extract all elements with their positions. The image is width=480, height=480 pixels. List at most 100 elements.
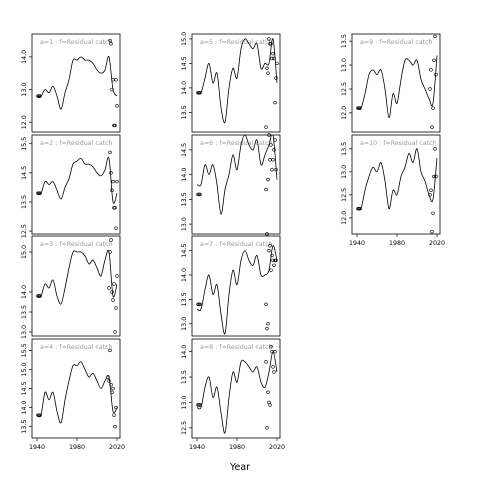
data-point (270, 167, 274, 172)
x-tick-label: 2020 (269, 444, 285, 451)
y-tick-label: 14.0 (181, 268, 188, 282)
data-point (109, 382, 113, 387)
y-tick-label: 15.5 (21, 343, 28, 357)
x-tick-label: 2020 (109, 444, 125, 451)
data-point (197, 403, 201, 407)
data-point (108, 250, 112, 254)
data-point (268, 244, 272, 248)
y-tick-label: 13.5 (181, 105, 188, 119)
data-point (274, 167, 278, 172)
panel-label: a=4 : f=Residual catch (40, 344, 113, 351)
y-tick-label: 14.0 (181, 81, 188, 95)
data-point (112, 413, 116, 417)
y-tick-label: 14.5 (21, 166, 28, 180)
x-tick-label: 1980 (69, 444, 85, 451)
y-tick-label: 13.5 (181, 292, 188, 306)
y-tick-label: 14.0 (21, 285, 28, 299)
panel-frame (351, 33, 441, 133)
series-line (196, 38, 278, 124)
data-point (267, 133, 271, 137)
y-tick-label: 13.5 (21, 195, 28, 209)
data-point (114, 78, 118, 82)
data-point (37, 191, 41, 195)
data-point (358, 106, 362, 110)
panel-9: a=9 : f=Residual catch 12.0 12.5 13.0 13.5 (341, 33, 441, 133)
data-point (267, 248, 271, 253)
x-tick-label: 1940 (349, 240, 365, 247)
data-point (272, 148, 276, 152)
data-point (109, 42, 113, 46)
y-tick-label: 14.0 (181, 345, 188, 359)
data-point (265, 426, 269, 430)
panel-label: a=5 : f=Residual catch (200, 39, 273, 46)
y-tick-label: 12.5 (21, 224, 28, 238)
y-tick-label: 12.5 (341, 188, 348, 202)
y-tick-label: 14.5 (21, 381, 28, 395)
y-tick-label: 15.0 (181, 32, 188, 46)
data-point (196, 192, 200, 197)
data-point (265, 326, 269, 331)
data-point (197, 302, 201, 306)
panel-4: a=4 : f=Residual catch 13.5 14.0 14.5 15.0 15… (21, 338, 125, 451)
data-point (112, 123, 116, 128)
y-tick-label: 13.0 (181, 317, 188, 331)
panel-label: a=7 : f=Residual catch (200, 241, 273, 248)
data-point (266, 322, 270, 326)
x-tick-label: 2020 (429, 240, 445, 247)
data-point (37, 413, 41, 417)
data-point (113, 123, 117, 128)
panel-label: a=1 : f=Residual catch (40, 39, 113, 46)
data-point (273, 138, 277, 142)
panel-frame (191, 235, 281, 337)
data-point (110, 87, 114, 92)
series-line (36, 156, 118, 204)
y-tick-label: 13.0 (181, 395, 188, 409)
data-point (272, 370, 276, 374)
data-point (37, 294, 41, 298)
data-point (434, 72, 438, 77)
data-point (270, 253, 274, 258)
data-point (196, 302, 200, 306)
data-point (275, 61, 279, 66)
data-point (269, 42, 273, 46)
panel-5: a=5 : f=Residual catch 13.5 14.0 14.5 15.0 (181, 32, 281, 133)
data-point (267, 37, 271, 41)
y-tick-label: 13.0 (21, 83, 28, 97)
data-point (274, 76, 278, 80)
y-tick-label: 14.0 (21, 50, 28, 64)
panel-frame (31, 235, 121, 337)
data-point (269, 344, 273, 349)
data-point (357, 106, 361, 110)
series-line (356, 148, 438, 211)
y-tick-label: 13.5 (21, 305, 28, 319)
data-point (38, 191, 42, 195)
data-point (106, 375, 110, 379)
data-point (356, 206, 360, 211)
data-point (108, 150, 112, 155)
panel-label: a=6 : f=Residual catch (200, 140, 273, 147)
panel-1: a=1 : f=Residual catch 12.0 13.0 14.0 (21, 33, 121, 133)
data-point (36, 94, 40, 98)
data-point (271, 365, 275, 369)
y-tick-label: 13.0 (181, 217, 188, 231)
data-point (110, 290, 114, 294)
y-tick-label: 15.0 (21, 362, 28, 376)
y-tick-label: 12.0 (21, 115, 28, 129)
x-tick-label: 1980 (229, 444, 245, 451)
data-point (197, 192, 201, 197)
data-point (269, 268, 273, 272)
panel-frame (31, 338, 121, 439)
panel-2: a=2 : f=Residual catch 12.5 13.5 14.5 15.5 (21, 134, 121, 238)
y-tick-label: 13.5 (21, 420, 28, 434)
data-point (36, 413, 40, 417)
panel-3: a=3 : f=Residual catch 13.0 13.5 14.0 15.0 (21, 235, 121, 339)
data-point (264, 360, 268, 364)
y-tick-label: 13.5 (341, 34, 348, 48)
data-point (270, 56, 274, 61)
x-tick-label: 1940 (29, 444, 45, 451)
data-point (111, 298, 115, 302)
data-point (110, 188, 114, 193)
y-tick-label: 12.5 (181, 421, 188, 435)
series-line (196, 245, 278, 335)
data-point (107, 379, 111, 383)
